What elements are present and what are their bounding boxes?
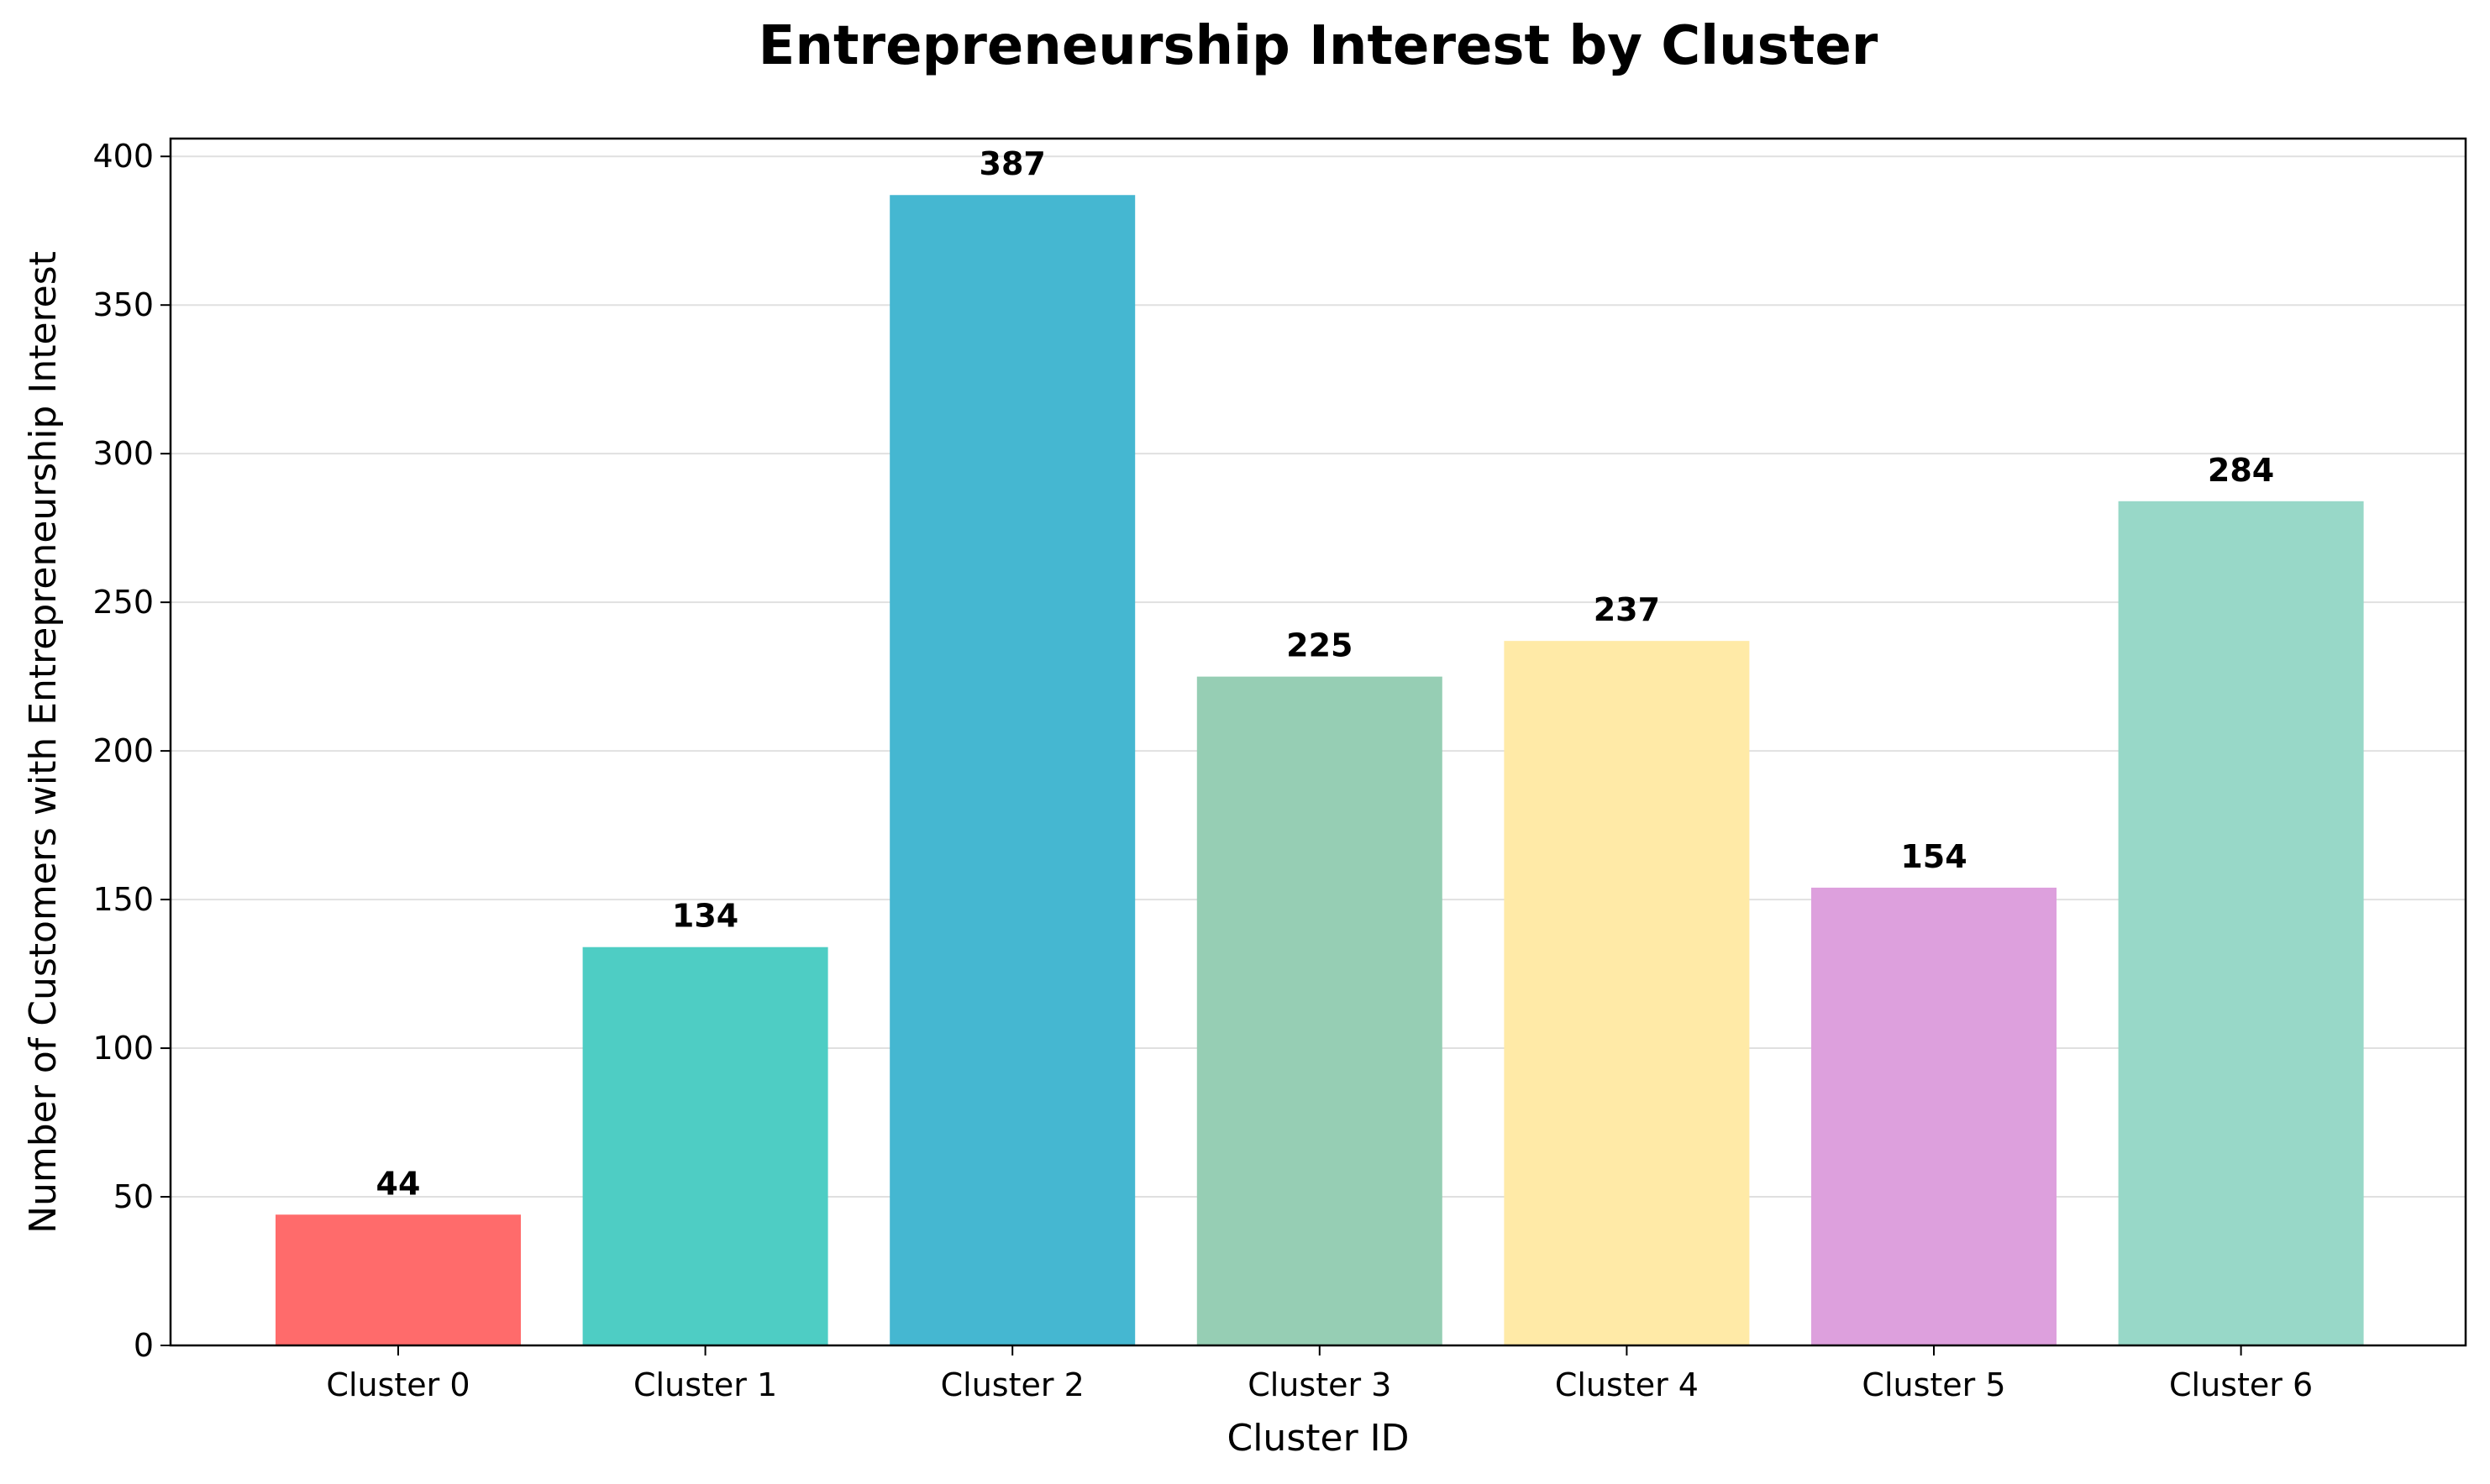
y-tick-label: 150 xyxy=(92,881,154,918)
x-tick-label: Cluster 5 xyxy=(1862,1366,2005,1403)
bar-value-label: 44 xyxy=(376,1165,421,1202)
y-tick-label: 200 xyxy=(92,732,154,769)
bar-value-label: 237 xyxy=(1594,591,1660,628)
chart-title: Entrepreneurship Interest by Cluster xyxy=(759,15,1878,77)
bar-cluster-6 xyxy=(2118,501,2364,1345)
y-tick-label: 400 xyxy=(92,138,154,175)
x-tick-label: Cluster 4 xyxy=(1555,1366,1699,1403)
y-tick-label: 50 xyxy=(113,1178,154,1215)
y-axis-ticks: 0 50 100 150 200 250 300 350 400 xyxy=(92,138,171,1364)
bar-value-label: 134 xyxy=(672,898,738,935)
bars xyxy=(276,195,2364,1345)
bar-cluster-0 xyxy=(276,1214,521,1345)
x-tick-label: Cluster 6 xyxy=(2169,1366,2313,1403)
plot-frame xyxy=(169,137,2467,1347)
y-axis-label: Number of Customers with Entrepreneurshi… xyxy=(22,251,65,1234)
x-tick-label: Cluster 1 xyxy=(633,1366,777,1403)
x-axis-ticks: Cluster 0 Cluster 1 Cluster 2 Cluster 3 Clus… xyxy=(326,1345,2313,1403)
bar-cluster-3 xyxy=(1196,676,1442,1345)
y-tick-label: 100 xyxy=(92,1030,154,1067)
bar-value-labels: 44 134 387 225 237 154 284 xyxy=(376,145,2275,1202)
x-tick-label: Cluster 3 xyxy=(1248,1366,1391,1403)
bar-cluster-5 xyxy=(1811,887,2057,1345)
x-tick-label: Cluster 0 xyxy=(326,1366,470,1403)
y-tick-label: 0 xyxy=(134,1327,154,1364)
y-tick-label: 300 xyxy=(92,435,154,472)
y-tick-label: 350 xyxy=(92,286,154,323)
x-axis-label: Cluster ID xyxy=(1227,1417,1409,1460)
y-tick-label: 250 xyxy=(92,584,154,621)
bar-cluster-2 xyxy=(890,195,1136,1345)
bar-value-label: 387 xyxy=(980,145,1046,182)
bar-value-label: 225 xyxy=(1286,627,1353,664)
bar-value-label: 284 xyxy=(2208,452,2274,489)
bar-cluster-4 xyxy=(1504,641,1750,1345)
bar-cluster-1 xyxy=(582,947,828,1345)
x-tick-label: Cluster 2 xyxy=(941,1366,1085,1403)
bar-value-label: 154 xyxy=(1900,838,1967,875)
